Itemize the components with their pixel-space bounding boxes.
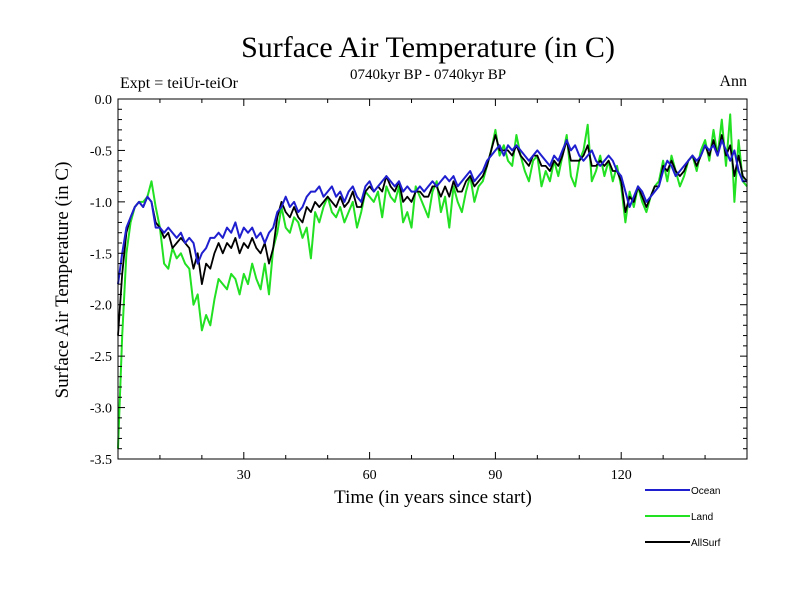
- chart-subtitle: 0740kyr BP - 0740kyr BP: [350, 67, 506, 83]
- series-line-allsurf: [117, 134, 748, 336]
- y-axis-label: Surface Air Temperature (in C): [52, 162, 73, 399]
- y-tick-label: -1.0: [90, 196, 112, 211]
- legend-label-allsurf: AllSurf: [691, 538, 721, 549]
- x-axis-label: Time (in years since start): [334, 487, 532, 508]
- y-tick-label: -2.0: [90, 299, 112, 314]
- series-layer: [117, 113, 748, 449]
- y-tick-label: -3.5: [90, 453, 112, 468]
- x-tick-label: 120: [611, 468, 632, 483]
- y-tick-label: -1.5: [90, 247, 112, 262]
- legend-label-land: Land: [691, 512, 713, 523]
- y-tick-label: 0.0: [95, 93, 113, 108]
- chart-title: Surface Air Temperature (in C): [241, 31, 615, 64]
- experiment-label: Expt = teiUr-teiOr: [120, 75, 239, 92]
- legend-label-ocean: Ocean: [691, 486, 720, 497]
- series-line-ocean: [117, 139, 747, 285]
- x-tick-label: 90: [488, 468, 502, 483]
- series-line-land: [117, 113, 748, 449]
- x-tick-label: 60: [363, 468, 377, 483]
- legend: Ocean Land AllSurf: [645, 486, 721, 549]
- period-label: Ann: [719, 73, 747, 90]
- x-tick-label: 30: [237, 468, 251, 483]
- y-tick-label: -3.0: [90, 402, 112, 417]
- y-tick-label: -2.5: [90, 350, 112, 365]
- y-tick-label: -0.5: [90, 144, 112, 159]
- plot-frame: [117, 98, 748, 460]
- axis-layer: 0.0 -0.5 -1.0 -1.5 -2.0 -2.5 -3.0 -3.5 30 60 90 120: [90, 93, 747, 483]
